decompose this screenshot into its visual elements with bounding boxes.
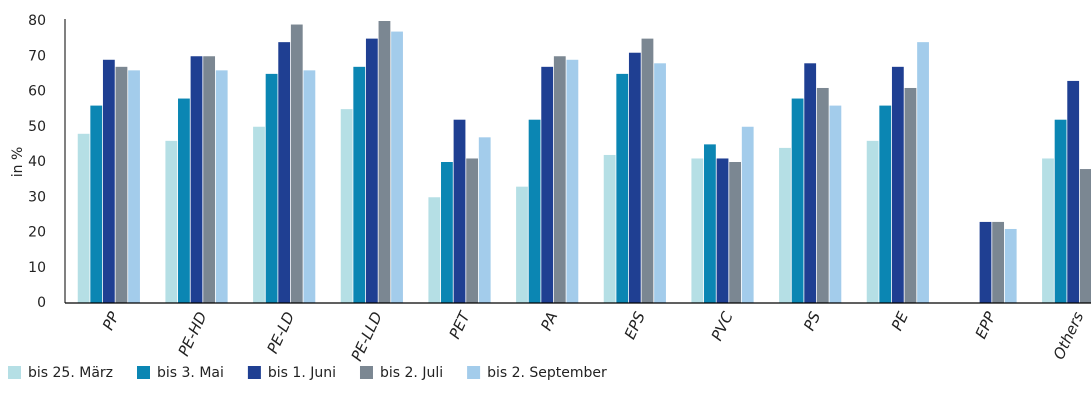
- bar: [866, 140, 879, 303]
- bar: [779, 147, 791, 303]
- bar: [1054, 119, 1067, 303]
- bar: [102, 59, 115, 304]
- legend-label: bis 3. Mai: [157, 365, 224, 381]
- bar: [303, 70, 316, 303]
- bar: [992, 221, 1005, 303]
- bar: [528, 119, 541, 303]
- bar: [278, 42, 291, 304]
- x-tick-label: PS: [800, 309, 824, 334]
- bar: [190, 56, 203, 303]
- bar: [115, 66, 128, 303]
- bar: [128, 70, 140, 303]
- bar: [829, 105, 842, 303]
- bar: [77, 133, 90, 303]
- x-tick-label: Others: [1050, 309, 1088, 362]
- bar: [917, 42, 929, 304]
- y-tick-label: 30: [28, 189, 46, 205]
- bar: [178, 98, 190, 303]
- bar: [891, 66, 904, 303]
- bar: [441, 162, 453, 303]
- bar: [466, 158, 479, 303]
- bar: [516, 186, 528, 303]
- y-tick-label: 60: [28, 84, 46, 100]
- y-tick-label: 0: [37, 295, 46, 311]
- legend-swatch: [467, 366, 481, 379]
- bar: [566, 59, 579, 304]
- legend-swatch: [8, 366, 21, 379]
- legend-label: bis 2. September: [487, 365, 607, 381]
- x-tick-label: PVC: [708, 309, 737, 344]
- bar: [553, 56, 566, 303]
- y-tick-label: 20: [28, 225, 46, 241]
- bar: [253, 126, 265, 303]
- bar: [1067, 80, 1080, 303]
- y-tick-label: 80: [28, 13, 46, 29]
- y-tick-label: 40: [28, 154, 46, 170]
- x-tick-label: PE-LD: [263, 309, 298, 356]
- x-tick-label: EPP: [972, 308, 1000, 341]
- bar: [716, 158, 729, 303]
- bar: [654, 63, 666, 303]
- x-tick-label: PET: [446, 307, 475, 341]
- bar: [265, 73, 278, 303]
- y-axis-label: in %: [10, 147, 26, 178]
- bar: [353, 66, 366, 303]
- bar: [391, 31, 403, 303]
- x-tick-label: PE-HD: [175, 309, 211, 359]
- bar: [704, 144, 716, 303]
- bar: [340, 109, 353, 303]
- y-tick-label: 10: [28, 260, 46, 276]
- bar: [804, 63, 817, 303]
- bar: [1079, 169, 1091, 303]
- x-tick-label: PA: [537, 309, 561, 333]
- x-tick-label: EPS: [621, 309, 649, 342]
- x-tick-label: PE-LLD: [348, 309, 386, 364]
- bar: [203, 56, 216, 303]
- bar: [904, 87, 917, 303]
- legend-swatch: [359, 366, 373, 379]
- bar: [290, 24, 303, 304]
- bar: [816, 87, 829, 303]
- bar: [1004, 228, 1017, 303]
- legend-swatch: [247, 366, 261, 379]
- bar: [979, 221, 992, 303]
- legend-label: bis 1. Juni: [268, 365, 336, 381]
- bar: [215, 70, 228, 303]
- bar: [791, 98, 804, 303]
- bar: [478, 137, 491, 303]
- legend-swatch: [137, 366, 150, 379]
- bar: [729, 162, 742, 303]
- y-tick-label: 50: [28, 119, 46, 135]
- x-tick-label: PP: [99, 308, 123, 333]
- bar: [641, 38, 654, 303]
- bar: [741, 126, 754, 303]
- bar: [428, 197, 441, 303]
- bar: [691, 158, 704, 303]
- bar: [603, 154, 616, 303]
- bar: [628, 52, 641, 303]
- bar: [616, 73, 629, 303]
- legend-label: bis 25. März: [28, 365, 113, 381]
- bar: [378, 21, 391, 303]
- bar: [1042, 158, 1054, 303]
- bar: [453, 119, 466, 303]
- x-tick-label: PE: [888, 309, 912, 334]
- bar: [365, 38, 378, 303]
- y-tick-label: 70: [28, 48, 46, 64]
- legend-label: bis 2. Juli: [380, 365, 443, 381]
- bar: [165, 140, 178, 303]
- bar: [90, 105, 103, 303]
- bar: [541, 66, 554, 303]
- bar: [879, 105, 892, 303]
